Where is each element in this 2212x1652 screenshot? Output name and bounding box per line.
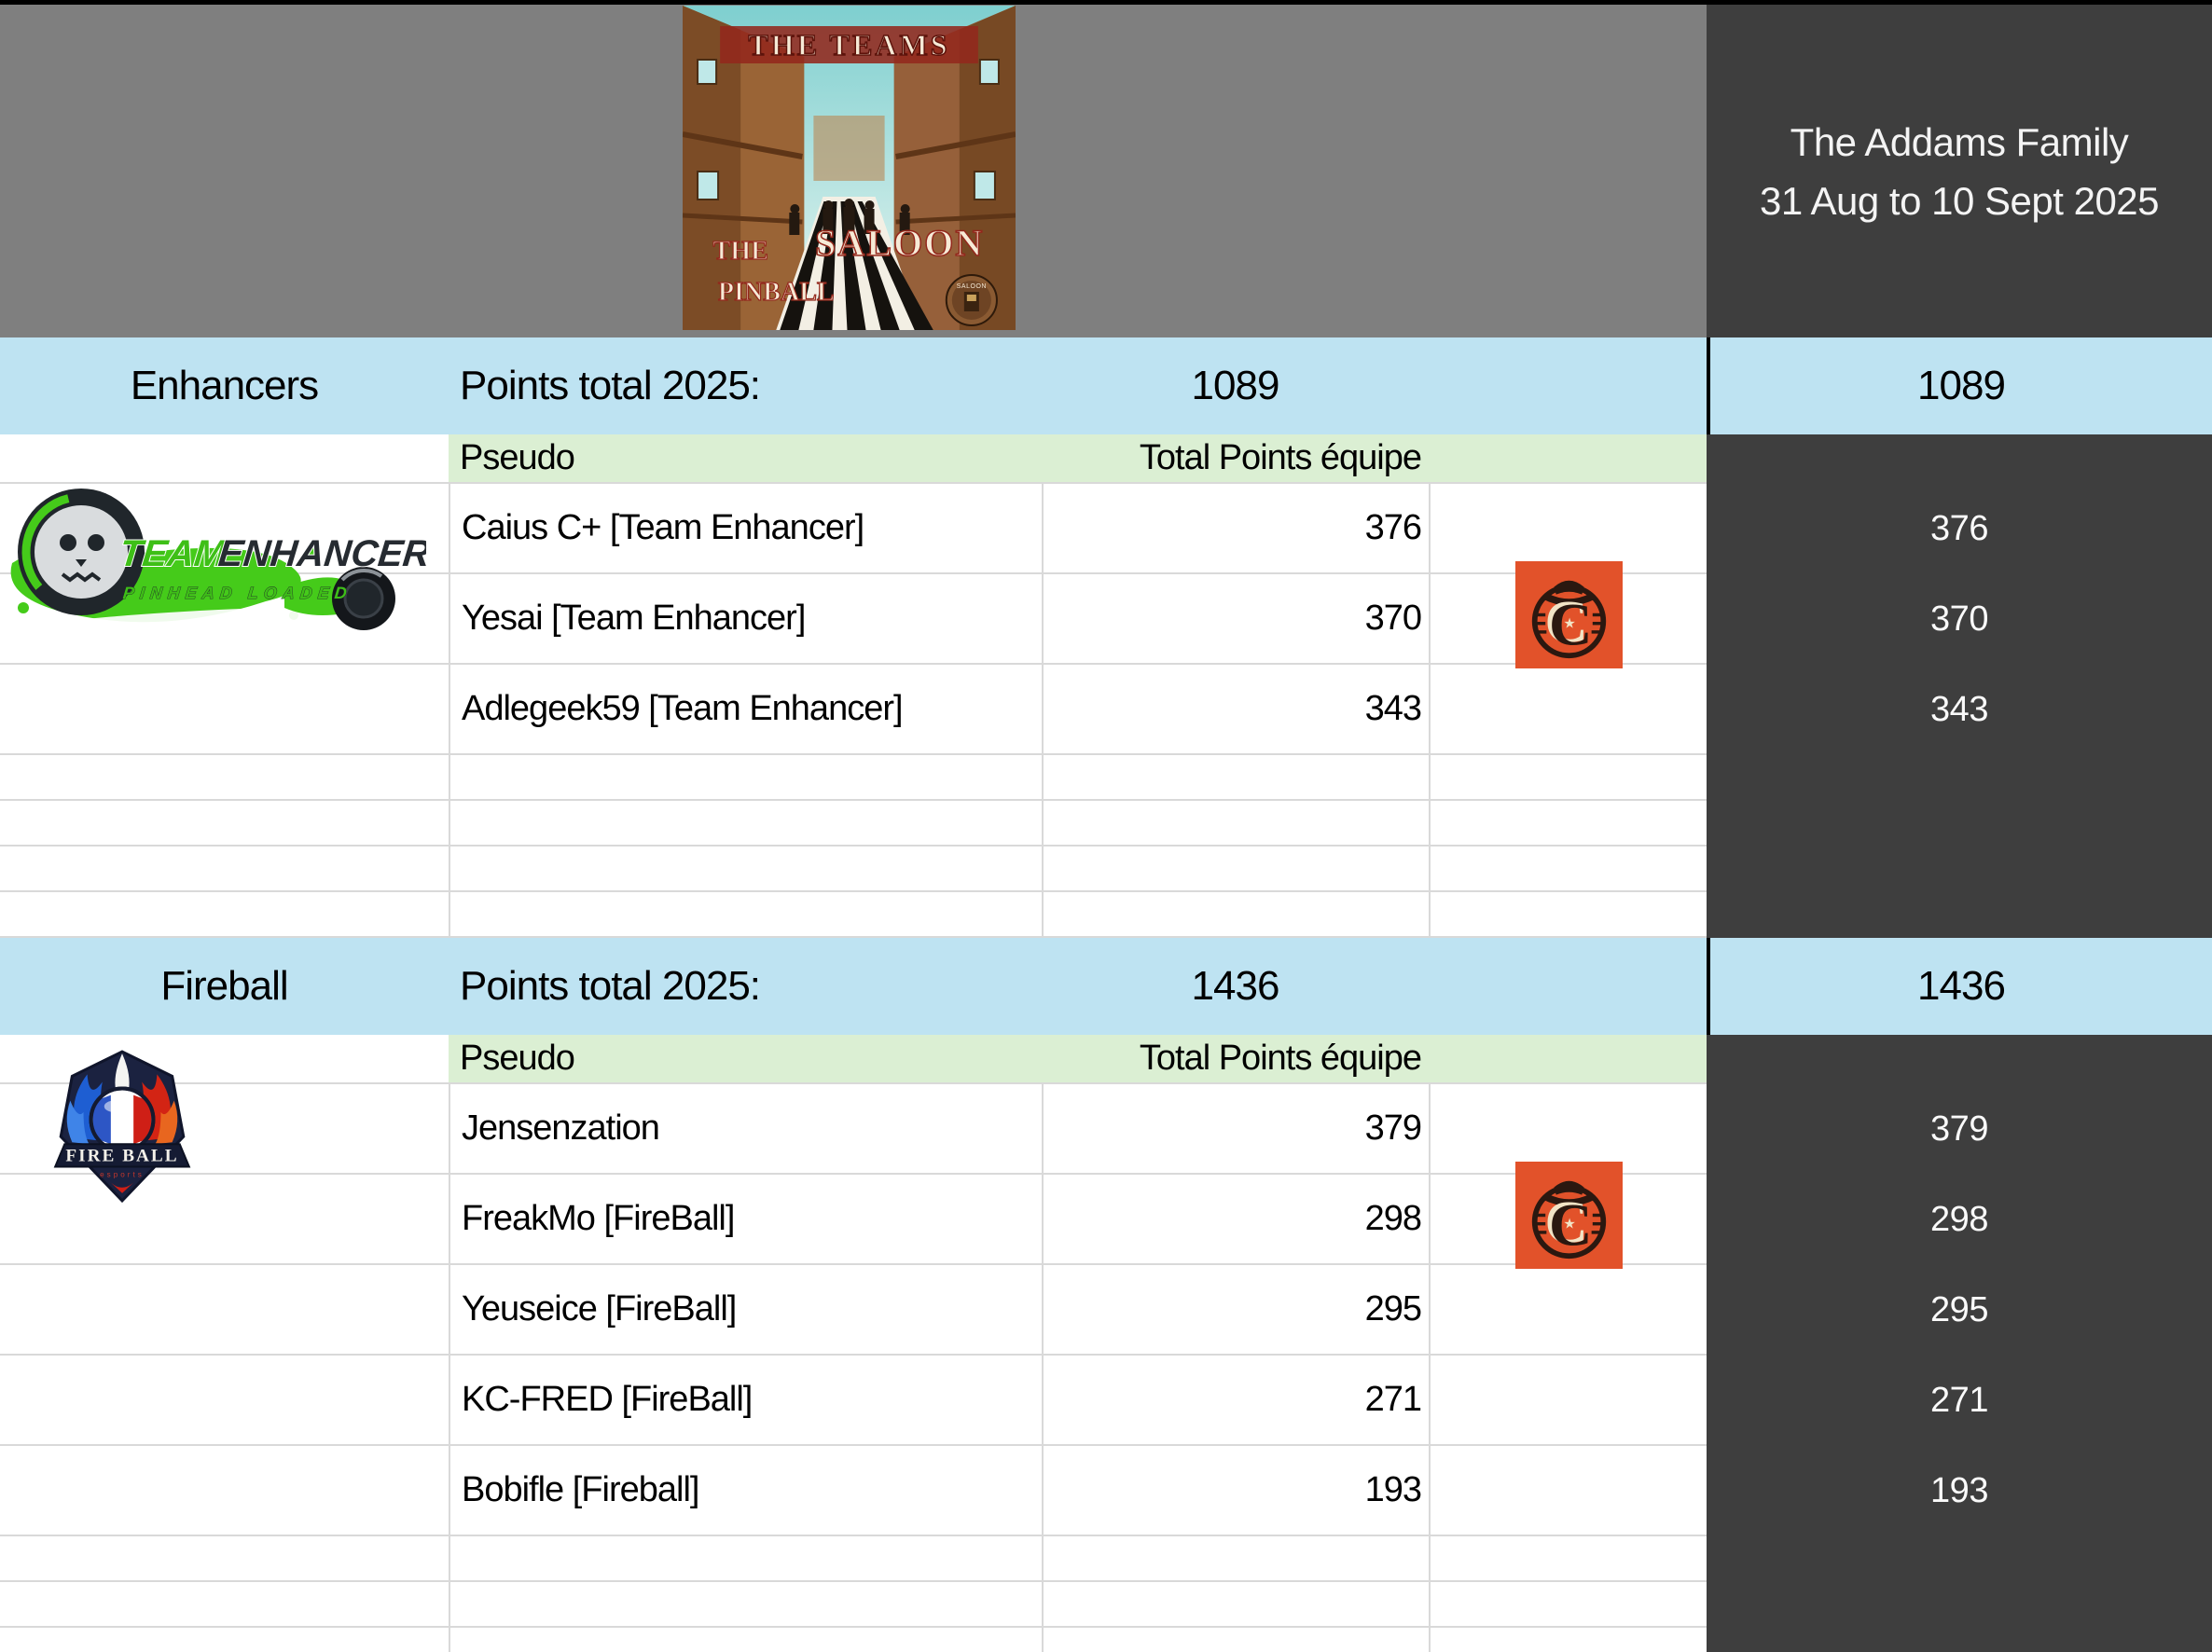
artwork-title-pinball: PINBALL — [718, 278, 835, 307]
artwork-saloon-badge: SALOON — [945, 274, 998, 326]
header-band: THE TEAMS SALOON THE PINBALL SALOON The … — [0, 5, 2212, 337]
panel-points-cell: 379 — [1930, 1109, 1988, 1149]
player-row: Caius C+ [Team Enhancer] 376 — [0, 484, 1707, 574]
artwork-badge-label: SALOON — [957, 283, 987, 290]
empty-row — [0, 1582, 1707, 1628]
badge-letter: C — [1548, 1191, 1590, 1258]
team-total-cell: 1436 — [1191, 963, 1280, 1009]
player-row: Jensenzation 379 — [0, 1084, 1707, 1175]
player-name-cell: Jensenzation — [449, 1084, 1042, 1173]
points-label-cell: Points total 2025: — [460, 363, 761, 408]
panel-total-cell: 1436 — [1707, 938, 2212, 1035]
summary-panel: 1089 376 370 343 1436 379 298 295 271 19… — [1707, 337, 2212, 1652]
player-points-cell: 271 — [1042, 1356, 1429, 1444]
player-name-cell: Bobifle [Fireball] — [449, 1446, 1042, 1535]
player-row: Adlegeek59 [Team Enhancer] 343 — [0, 665, 1707, 755]
event-title-line1: The Addams Family — [1790, 119, 2129, 164]
player-name-cell: Yesai [Team Enhancer] — [449, 574, 1042, 663]
panel-points-cell: 370 — [1930, 599, 1988, 639]
artwork-title-the: THE — [713, 237, 768, 266]
header-gray-band: THE TEAMS SALOON THE PINBALL SALOON — [0, 5, 1707, 337]
empty-row — [0, 847, 1707, 892]
player-name-cell: Yeuseice [FireBall] — [449, 1265, 1042, 1354]
teams-sheet: Enhancers Points total 2025: 1089 Pseudo… — [0, 337, 1707, 1652]
event-title-panel: The Addams Family 31 Aug to 10 Sept 2025 — [1707, 5, 2212, 337]
player-name-cell: Adlegeek59 [Team Enhancer] — [449, 665, 1042, 753]
player-points-cell: 298 — [1042, 1175, 1429, 1263]
empty-row — [0, 892, 1707, 938]
player-points-cell: 376 — [1042, 484, 1429, 572]
player-points-cell: 193 — [1042, 1446, 1429, 1535]
player-points-cell: 343 — [1042, 665, 1429, 753]
player-row: Yeuseice [FireBall] 295 — [0, 1265, 1707, 1356]
player-name-cell: FreakMo [FireBall] — [449, 1175, 1042, 1263]
top-border — [0, 0, 2212, 5]
column-header-row: Pseudo Total Points équipe — [0, 1035, 1707, 1084]
empty-row — [0, 801, 1707, 847]
team-band-row: Enhancers Points total 2025: 1089 — [0, 337, 1707, 434]
artwork-title-saloon: SALOON — [815, 222, 984, 264]
empty-row — [0, 1628, 1707, 1652]
event-title-line2: 31 Aug to 10 Sept 2025 — [1759, 178, 2160, 223]
total-points-header-cell: Total Points équipe — [1042, 434, 1429, 482]
team-name-cell: Enhancers — [130, 363, 319, 408]
player-name-cell: Caius C+ [Team Enhancer] — [449, 484, 1042, 572]
pseudo-header-cell: Pseudo — [449, 434, 1042, 482]
total-points-header-cell: Total Points équipe — [1042, 1035, 1429, 1082]
player-row: Yesai [Team Enhancer] 370 C C — [0, 560, 1707, 668]
panel-points-cell: 343 — [1930, 690, 1988, 729]
svg-text:C: C — [1544, 1189, 1586, 1255]
badge-letter: C — [1548, 591, 1590, 657]
player-row: Bobifle [Fireball] 193 — [0, 1446, 1707, 1536]
player-row: FreakMo [FireBall] 298 C C ★ — [0, 1161, 1707, 1269]
panel-total-cell: 1089 — [1707, 337, 2212, 434]
team-name-cell: Fireball — [160, 963, 288, 1009]
panel-points-cell: 376 — [1930, 509, 1988, 548]
panel-points-cell: 193 — [1930, 1471, 1988, 1510]
svg-text:★: ★ — [1563, 615, 1575, 631]
svg-text:★: ★ — [1563, 1216, 1575, 1232]
player-points-cell: 379 — [1042, 1084, 1429, 1173]
svg-text:C: C — [1544, 588, 1586, 654]
saloon-artwork-image: THE TEAMS SALOON THE PINBALL SALOON — [683, 6, 1016, 330]
player-row: KC-FRED [FireBall] 271 — [0, 1356, 1707, 1446]
panel-points-cell: 271 — [1930, 1381, 1988, 1420]
player-name-cell: KC-FRED [FireBall] — [449, 1356, 1042, 1444]
empty-row — [0, 755, 1707, 801]
cowboy-c-badge-icon: C C ★ — [1514, 1161, 1623, 1269]
cowboy-c-badge-icon: C C ★ — [1514, 560, 1623, 668]
team-total-cell: 1089 — [1191, 363, 1280, 408]
artwork-title-top: THE TEAMS — [748, 28, 949, 62]
pseudo-header-cell: Pseudo — [449, 1035, 1042, 1082]
panel-points-cell: 298 — [1930, 1200, 1988, 1239]
column-header-row: Pseudo Total Points équipe — [0, 434, 1707, 484]
player-points-cell: 370 — [1042, 574, 1429, 663]
points-label-cell: Points total 2025: — [460, 963, 761, 1009]
empty-row — [0, 1536, 1707, 1582]
panel-points-cell: 295 — [1930, 1290, 1988, 1329]
team-band-row: Fireball Points total 2025: 1436 — [0, 938, 1707, 1035]
player-points-cell: 295 — [1042, 1265, 1429, 1354]
